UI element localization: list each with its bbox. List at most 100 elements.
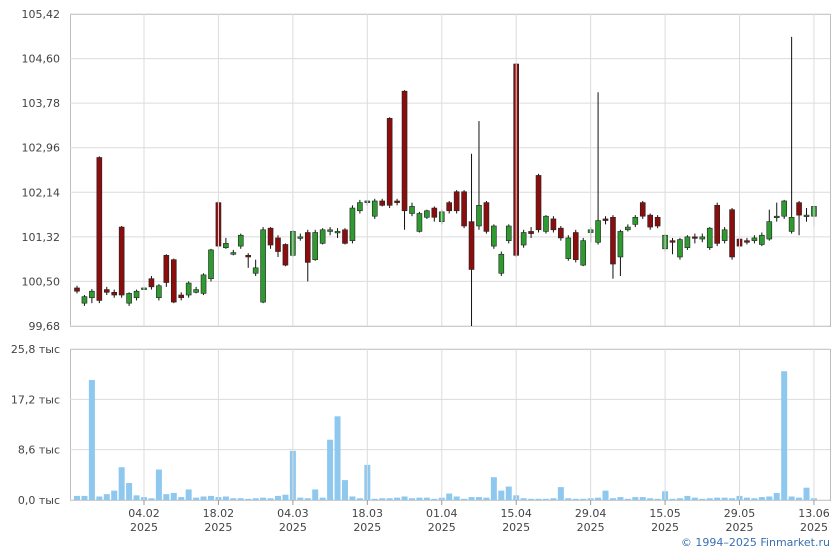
- volume-bar: [535, 498, 542, 500]
- volume-bar: [178, 497, 185, 500]
- candle-body: [148, 278, 155, 288]
- candle-body: [118, 226, 125, 296]
- volume-bar: [602, 490, 609, 500]
- volume-bar: [386, 498, 393, 500]
- volume-bar: [624, 498, 631, 500]
- x-tick-label: 29.04 2025: [575, 507, 607, 534]
- volume-bar: [714, 497, 721, 500]
- x-tick-label: 15.05 2025: [649, 507, 681, 534]
- y-tick-label: 100,50: [22, 275, 61, 288]
- candle-body: [431, 207, 438, 218]
- volume-bar: [103, 494, 110, 500]
- volume-bar: [781, 371, 788, 500]
- y-tick-label: 8,6 тыс: [18, 444, 60, 457]
- volume-bar: [423, 497, 430, 500]
- candle-body: [409, 206, 415, 214]
- volume-bar: [408, 498, 415, 500]
- x-tick-label: 04.02 2025: [128, 507, 160, 534]
- copyright: © 1994–2025 Finmarket.ru: [681, 536, 830, 549]
- volume-bar: [788, 496, 795, 500]
- volume-bar: [475, 497, 482, 500]
- candle-body: [81, 296, 88, 304]
- candle-body: [773, 215, 780, 219]
- candle-body: [803, 214, 810, 217]
- candle-body: [297, 236, 304, 239]
- volume-bar: [81, 495, 88, 500]
- candle-body: [371, 200, 378, 217]
- candle-body: [729, 209, 735, 258]
- volume-bar: [260, 497, 267, 500]
- candle-body: [237, 234, 244, 247]
- volume-bar: [349, 496, 356, 500]
- volume-bar: [565, 498, 572, 500]
- candle-body: [275, 237, 281, 252]
- volume-bar: [133, 495, 140, 500]
- volume-bar: [773, 492, 780, 500]
- volume-bar: [446, 493, 453, 500]
- candle-body: [424, 210, 430, 218]
- y-tick-label: 17,2 тыс: [11, 393, 60, 406]
- volume-bar: [245, 498, 252, 500]
- candle-body: [163, 255, 170, 283]
- volume-bar: [468, 497, 475, 500]
- volume-bar: [155, 469, 162, 500]
- candle-body: [505, 225, 512, 241]
- candle-body: [468, 221, 475, 270]
- candle-body: [625, 226, 631, 231]
- volume-bar: [267, 498, 274, 500]
- candle-body: [766, 221, 773, 240]
- volume-bar: [170, 492, 177, 500]
- candle-body: [639, 202, 646, 217]
- candle-body: [386, 118, 393, 206]
- volume-bar: [282, 494, 289, 500]
- volume-bar: [394, 497, 401, 500]
- volume-bar: [304, 498, 311, 500]
- candle-body: [699, 236, 706, 240]
- volume-bar: [163, 494, 170, 500]
- volume-bar: [379, 498, 386, 500]
- volume-bar: [111, 490, 118, 500]
- volume-bar: [542, 498, 549, 500]
- volume-bar: [743, 497, 750, 500]
- candle-body: [558, 227, 564, 239]
- candle-body: [453, 191, 460, 212]
- y-tick-label: 0,0 тыс: [18, 494, 60, 507]
- candle-body: [498, 253, 505, 274]
- volume-bar: [483, 497, 490, 500]
- candle-body: [245, 255, 252, 258]
- candle-body: [230, 252, 237, 255]
- candle-body: [223, 243, 229, 249]
- volume-bar: [148, 498, 155, 500]
- volume-bar: [237, 498, 244, 500]
- volume-bar: [758, 497, 765, 500]
- volume-bar: [401, 496, 408, 500]
- candle-body: [446, 202, 453, 212]
- candle-body: [260, 229, 266, 303]
- price-frame: [70, 14, 831, 327]
- candle-body: [461, 191, 467, 227]
- volume-bar: [274, 495, 281, 500]
- volume-bar: [617, 497, 624, 500]
- volume-bar: [609, 498, 616, 500]
- candle-body: [602, 218, 609, 221]
- volume-bar: [88, 380, 95, 500]
- volume-bar: [729, 498, 736, 500]
- volume-bar: [312, 489, 319, 500]
- volume-bar: [74, 495, 80, 500]
- candle-body: [74, 287, 80, 292]
- candle-body: [610, 216, 616, 265]
- candle-body: [200, 274, 207, 294]
- volume-bar: [639, 497, 646, 500]
- candle-body: [342, 229, 348, 244]
- volume-bar: [185, 489, 192, 500]
- candle-body: [327, 229, 333, 232]
- y-tick-label: 102,14: [22, 186, 61, 199]
- candle-body: [401, 90, 408, 212]
- candle-body: [394, 200, 400, 203]
- candle-body: [267, 227, 274, 246]
- volume-bar: [766, 496, 773, 500]
- candle-body: [550, 218, 557, 231]
- candle-body: [126, 293, 132, 304]
- candle-body: [133, 290, 140, 299]
- x-tick-label: 29.05 2025: [724, 507, 756, 534]
